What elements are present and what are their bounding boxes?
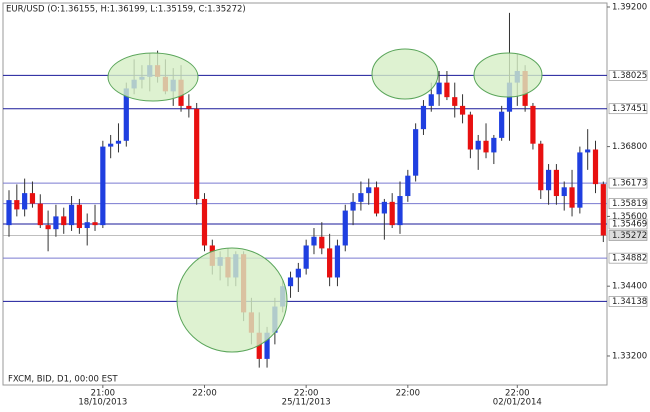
level-label: 1.35469	[612, 220, 647, 230]
x-tick-label: 18/10/2013	[78, 398, 127, 408]
candle-body	[366, 187, 372, 194]
source-label: FXCM, BID, D1, 00:00 EST	[8, 375, 118, 385]
candle-body	[444, 82, 450, 98]
chart-title: EUR/USD (O:1.36155, H:1.36199, L:1.35159…	[6, 5, 246, 15]
y-tick-label: 1.39200	[612, 3, 647, 13]
candle-body	[553, 169, 559, 197]
candle-body	[467, 114, 473, 150]
candle-body	[436, 82, 442, 95]
candle-body	[342, 210, 348, 246]
highlight-ellipses	[107, 48, 543, 353]
candle-body	[84, 222, 90, 229]
candle-body	[45, 225, 51, 230]
candle-body	[483, 140, 489, 153]
candle-body	[577, 152, 583, 208]
candle-body	[538, 143, 544, 191]
level-label: 1.35819	[612, 199, 647, 209]
level-label: 1.37451	[612, 104, 647, 114]
y-tick-label: 1.34400	[612, 282, 647, 292]
candle-body	[29, 193, 36, 204]
candle-body	[327, 248, 333, 278]
candle-body	[53, 216, 59, 230]
level-label-box	[608, 103, 648, 115]
level-label: 1.36173	[612, 179, 647, 189]
candle-body	[569, 187, 575, 208]
candle-body	[264, 332, 270, 359]
candle-body	[530, 105, 536, 144]
candle-body	[420, 105, 427, 130]
level-label: 1.38025	[612, 71, 647, 81]
candle-body	[61, 216, 67, 226]
level-label-box	[608, 252, 648, 264]
y-tick-label: 1.36800	[612, 142, 647, 152]
current-price-label: 1.35272	[612, 231, 647, 241]
ellipse	[371, 48, 439, 100]
candle-body	[76, 204, 82, 229]
current-price-box	[608, 230, 648, 241]
y-tick-label: 1.35600	[612, 212, 647, 222]
candle-body	[108, 143, 114, 147]
candle-body	[319, 236, 325, 249]
candle-body	[491, 137, 497, 153]
candle-body	[201, 198, 208, 246]
candle-body	[303, 245, 309, 269]
x-tick-label: 22:00	[192, 389, 217, 399]
x-tick-label: 22:00	[396, 389, 421, 399]
candle-body	[295, 268, 301, 278]
candle-body	[100, 146, 106, 226]
level-label: 1.34882	[612, 254, 647, 264]
candle-body	[499, 111, 505, 138]
level-label-box	[608, 70, 648, 81]
candle-body	[334, 245, 341, 278]
candle-body	[413, 129, 419, 176]
ellipse	[176, 247, 288, 353]
level-label-box	[608, 198, 648, 209]
x-tick-label: 21:00	[91, 389, 116, 399]
y-tick-label: 1.33200	[612, 351, 647, 361]
candle-body	[37, 203, 43, 226]
level-label-box	[608, 296, 648, 307]
candle-body	[561, 187, 567, 197]
candle-body	[186, 105, 192, 109]
candle-body	[6, 200, 12, 226]
candle-body	[592, 149, 599, 185]
candle-body	[381, 201, 387, 214]
candle-body	[68, 204, 75, 226]
candle-body	[428, 94, 434, 106]
x-tick-label: 22:00	[505, 389, 530, 399]
level-label-box	[608, 218, 648, 230]
candle-body	[389, 201, 395, 226]
candle-body	[475, 140, 481, 150]
candle-body	[350, 201, 356, 211]
x-tick-label: 22:00	[294, 389, 319, 399]
level-label-box	[608, 177, 648, 189]
candle-body	[545, 169, 552, 191]
candle-body	[115, 140, 122, 144]
candle-body	[311, 236, 317, 246]
candle-body	[22, 193, 28, 210]
candle-body	[123, 88, 129, 141]
candle-body	[194, 108, 200, 199]
candle-body	[459, 105, 466, 115]
candle-body	[600, 184, 606, 236]
candle-body	[405, 175, 411, 197]
candle-body	[397, 196, 403, 226]
candle-body	[358, 193, 364, 202]
x-tick-label: 02/01/2014	[493, 398, 542, 408]
candle-body	[373, 187, 380, 214]
ellipse	[107, 52, 199, 102]
x-tick-label: 25/11/2013	[282, 398, 331, 408]
ellipse	[473, 52, 543, 98]
candle-body	[585, 149, 591, 153]
candle-body	[452, 97, 458, 106]
candle-body	[287, 277, 294, 287]
level-label: 1.34138	[612, 297, 647, 307]
candle-body	[14, 200, 20, 210]
candle-body	[92, 222, 98, 226]
